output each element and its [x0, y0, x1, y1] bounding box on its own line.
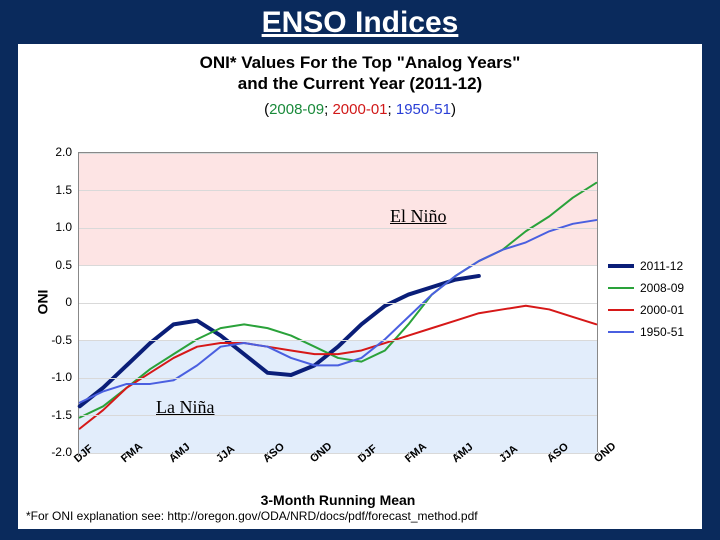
sep2: ;: [388, 101, 396, 118]
series-2011-12: [80, 276, 479, 406]
ytick-label: 0.5: [55, 258, 72, 272]
xtick: [78, 452, 79, 457]
analog-years-line: (2008-09; 2000-01; 1950-51): [18, 101, 702, 118]
xtick: [598, 452, 599, 457]
analog-year-1: 2008-09: [269, 101, 324, 118]
ytick-label: -0.5: [51, 333, 72, 347]
x-axis-label: 3-Month Running Mean: [78, 492, 598, 508]
xtick: [172, 452, 173, 457]
legend-label: 2011-12: [640, 259, 683, 273]
gridline: [79, 340, 597, 341]
page-title: ENSO Indices: [0, 0, 720, 44]
gridline: [79, 190, 597, 191]
legend-label: 1950-51: [640, 325, 684, 339]
xtick: [361, 452, 362, 457]
ytick-label: 1.0: [55, 220, 72, 234]
legend-swatch: [608, 264, 634, 268]
gridline: [79, 303, 597, 304]
ytick-label: -2.0: [51, 445, 72, 459]
xtick: [550, 452, 551, 457]
xtick: [125, 452, 126, 457]
legend-item: 2000-01: [608, 303, 684, 317]
y-axis-label: ONI: [34, 290, 50, 315]
chart-title: ONI* Values For the Top "Analog Years" a…: [18, 44, 702, 95]
ytick-label: -1.5: [51, 408, 72, 422]
legend-label: 2008-09: [640, 281, 684, 295]
ytick-label: 1.5: [55, 183, 72, 197]
ytick-label: 2.0: [55, 145, 72, 159]
lanina-annotation: La Niña: [156, 397, 214, 418]
xtick: [456, 452, 457, 457]
legend-item: 2011-12: [608, 259, 684, 273]
gridline: [79, 265, 597, 266]
xtick: [314, 452, 315, 457]
gridline: [79, 228, 597, 229]
legend-swatch: [608, 309, 634, 311]
footnote: *For ONI explanation see: http://oregon.…: [26, 509, 478, 523]
gridline: [79, 153, 597, 154]
chart-title-line2: and the Current Year (2011-12): [238, 74, 482, 93]
xtick: [267, 452, 268, 457]
analog-year-2: 2000-01: [332, 101, 387, 118]
paren-close: ): [451, 101, 456, 118]
legend-label: 2000-01: [640, 303, 684, 317]
legend: 2011-12 2008-09 2000-01 1950-51: [608, 259, 684, 347]
ytick-label: 0: [65, 295, 72, 309]
gridline: [79, 378, 597, 379]
ytick-label: -1.0: [51, 370, 72, 384]
legend-item: 2008-09: [608, 281, 684, 295]
chart-title-line1: ONI* Values For the Top "Analog Years": [200, 53, 521, 72]
plot-wrap: ONI 3-Month Running Mean -2.0-1.5-1.0-0.…: [78, 152, 598, 452]
elnino-annotation: El Niño: [390, 206, 447, 227]
xtick: [503, 452, 504, 457]
legend-item: 1950-51: [608, 325, 684, 339]
legend-swatch: [608, 331, 634, 333]
chart-panel: ONI* Values For the Top "Analog Years" a…: [18, 44, 702, 529]
xtick: [408, 452, 409, 457]
analog-year-3: 1950-51: [396, 101, 451, 118]
series-1950-51: [80, 220, 597, 403]
xtick: [219, 452, 220, 457]
legend-swatch: [608, 287, 634, 289]
